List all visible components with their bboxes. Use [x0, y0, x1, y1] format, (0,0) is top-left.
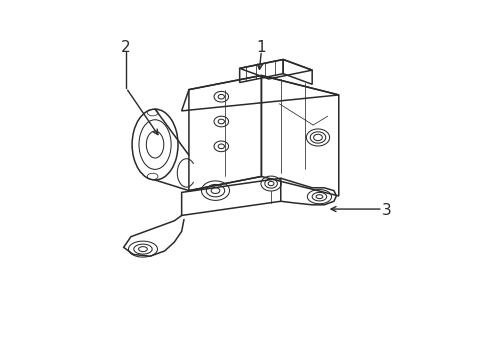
Text: 1: 1: [256, 40, 265, 55]
Text: 3: 3: [382, 203, 391, 218]
Text: 2: 2: [121, 40, 131, 55]
